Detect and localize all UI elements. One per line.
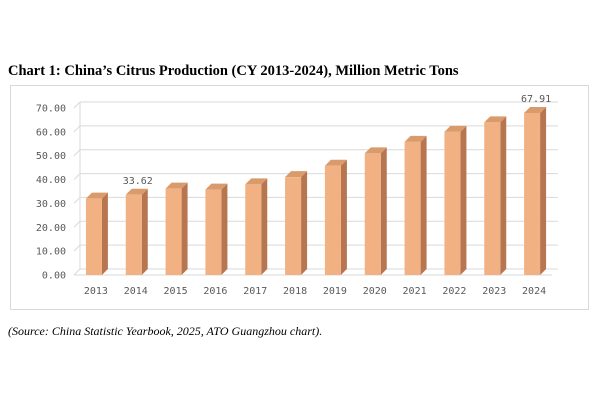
- gridline-depth: [73, 220, 81, 228]
- x-tick-label: 2017: [243, 286, 267, 297]
- data-label: 67.91: [521, 94, 551, 105]
- y-tick-label: 40.00: [36, 175, 66, 186]
- bar: [165, 188, 182, 275]
- bar-side: [380, 147, 387, 275]
- bar-top: [324, 159, 347, 166]
- bar: [524, 112, 541, 275]
- bar-side: [540, 106, 547, 275]
- bar-side: [261, 178, 268, 275]
- bar-top: [205, 183, 228, 190]
- bar-top: [444, 125, 467, 132]
- y-tick-label: 70.00: [36, 104, 66, 115]
- chart-title: Chart 1: China’s Citrus Production (CY 2…: [8, 63, 459, 79]
- bar-side: [101, 192, 108, 275]
- y-tick-label: 10.00: [36, 247, 66, 258]
- source-note: (Source: China Statistic Yearbook, 2025,…: [8, 324, 323, 338]
- bar-side: [500, 116, 507, 275]
- x-tick-label: 2020: [363, 286, 387, 297]
- bar: [484, 122, 501, 275]
- data-label: 33.62: [123, 176, 153, 187]
- bar-top: [404, 135, 427, 142]
- y-tick-label: 0.00: [42, 271, 66, 282]
- x-tick-label: 2024: [522, 286, 546, 297]
- bar-side: [221, 183, 228, 275]
- gridline-depth: [73, 268, 81, 276]
- bar-top: [364, 147, 387, 154]
- bar: [245, 184, 262, 275]
- bar: [404, 141, 421, 275]
- x-tick-label: 2022: [442, 286, 466, 297]
- bar-side: [301, 171, 308, 275]
- bar: [364, 153, 381, 275]
- bar-side: [420, 135, 427, 275]
- y-tick-label: 20.00: [36, 223, 66, 234]
- x-tick-label: 2015: [164, 286, 188, 297]
- bar: [125, 194, 142, 275]
- bar: [444, 131, 461, 275]
- bar-top: [524, 106, 547, 113]
- gridline-depth: [73, 101, 81, 109]
- bar-top: [245, 178, 268, 185]
- gridline-depth: [73, 197, 81, 204]
- y-tick-label: 60.00: [36, 127, 66, 138]
- x-tick-label: 2013: [84, 286, 108, 297]
- y-tick-label: 30.00: [36, 199, 66, 210]
- bar-side: [141, 188, 148, 275]
- x-tick-label: 2018: [283, 286, 307, 297]
- x-tick-label: 2021: [403, 286, 427, 297]
- bar-top: [484, 116, 507, 123]
- x-tick-label: 2023: [482, 286, 506, 297]
- gridline-depth: [73, 125, 81, 133]
- gridline-depth: [73, 173, 81, 180]
- x-tick-label: 2014: [124, 286, 148, 297]
- bar-side: [340, 159, 347, 275]
- bar-top: [165, 182, 188, 189]
- gridline-depth: [73, 149, 81, 157]
- bar-top: [125, 188, 148, 195]
- y-tick-label: 50.00: [36, 151, 66, 162]
- bar-top: [285, 171, 308, 178]
- bar-side: [460, 125, 467, 275]
- bar: [285, 177, 302, 275]
- bar: [85, 198, 102, 275]
- gridline-depth: [73, 244, 81, 252]
- x-tick-label: 2019: [323, 286, 347, 297]
- x-tick-label: 2016: [203, 286, 227, 297]
- bar: [205, 189, 222, 275]
- bar: [324, 165, 341, 275]
- bar-top: [85, 192, 108, 199]
- bar-side: [181, 182, 188, 275]
- chart-frame: [10, 85, 589, 310]
